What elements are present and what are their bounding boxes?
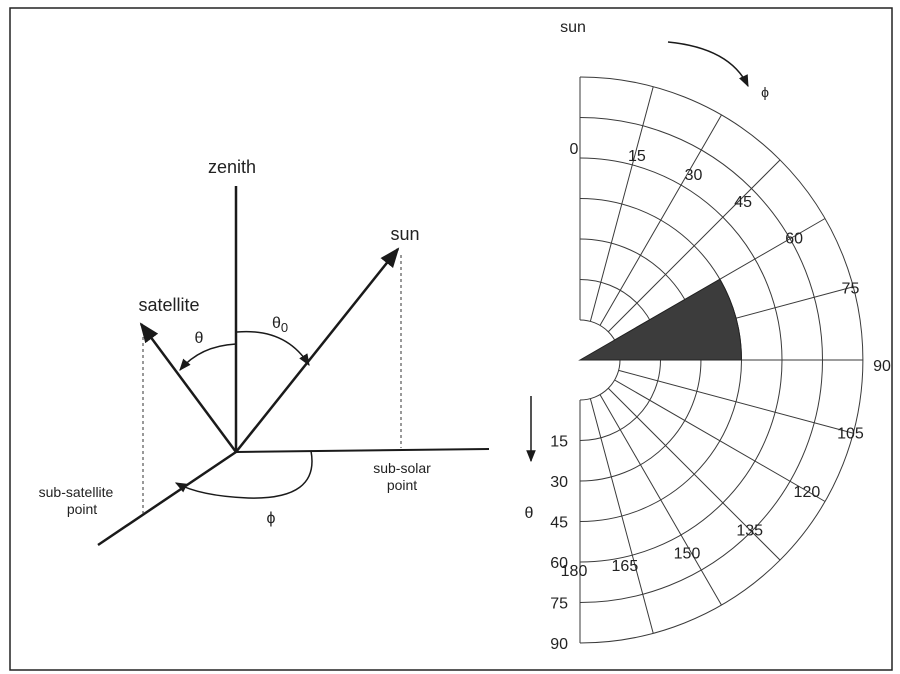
- phi-tick-60: 60: [785, 231, 803, 248]
- polar-phi-symbol: ϕ: [761, 84, 769, 100]
- theta-tick-30: 30: [550, 474, 568, 491]
- satellite-azimuth-line: [97, 450, 237, 547]
- phi-tick-0: 0: [570, 141, 579, 158]
- polar-spoke-135: [607, 387, 781, 561]
- theta0-arc: [236, 330, 310, 367]
- zenith-label: zenith: [208, 157, 256, 177]
- sub-satellite-label-1: sub-satellite: [39, 484, 114, 500]
- phi-tick-150: 150: [674, 545, 701, 562]
- phi-arc: [174, 450, 313, 499]
- phi-tick-135: 135: [736, 523, 763, 540]
- theta-arc: [179, 343, 237, 371]
- viewing-geometry-diagram: zenith sun satellite θ θ0 ϕ sub-solar po…: [39, 157, 490, 547]
- phi-tick-45: 45: [734, 194, 752, 211]
- satellite-vector: [139, 322, 238, 453]
- phi-label: ϕ: [267, 510, 276, 527]
- theta-tick-45: 45: [550, 515, 568, 532]
- theta-tick-90: 90: [550, 636, 568, 653]
- theta-tick-75: 75: [550, 596, 568, 613]
- sub-satellite-label-2: point: [67, 501, 97, 517]
- theta-tick-labels: 15 30 45 60 75 90: [550, 434, 568, 654]
- figure-border: [9, 7, 893, 671]
- phi-tick-180: 180: [561, 563, 588, 580]
- polar-spoke-165: [589, 398, 654, 634]
- phi-tick-105: 105: [837, 425, 864, 442]
- theta-tick-60: 60: [550, 555, 568, 572]
- theta-label: θ: [195, 330, 204, 347]
- theta-tick-15: 15: [550, 434, 568, 451]
- polar-spoke-30: [599, 114, 722, 326]
- sun-vector: [235, 247, 400, 453]
- polar-theta-symbol: θ: [525, 505, 534, 522]
- satellite-label: satellite: [138, 295, 199, 315]
- polar-spoke-15: [589, 86, 654, 322]
- theta0-label: θ0: [272, 315, 288, 335]
- phi-tick-15: 15: [628, 148, 646, 165]
- solar-azimuth-line: [235, 448, 490, 453]
- polar-spoke-105: [618, 369, 854, 434]
- phi-tick-120: 120: [794, 484, 821, 501]
- phi-tick-labels: 0 15 30 45 60 75 90 105 120 135 150 165 180: [561, 141, 891, 580]
- polar-spoke-150: [599, 394, 722, 606]
- polar-spoke-45: [607, 159, 781, 333]
- polar-plot: 0 15 30 45 60 75 90 105 120 135 150 165 180 15 30 45 60…: [525, 19, 891, 653]
- sub-solar-label-2: point: [387, 477, 417, 493]
- phi-direction-arrow: [667, 41, 749, 88]
- phi-tick-75: 75: [842, 281, 860, 298]
- shaded-sector: [578, 278, 743, 361]
- sub-solar-label-1: sub-solar: [373, 460, 431, 476]
- phi-tick-30: 30: [685, 167, 703, 184]
- polar-spoke-120: [614, 379, 826, 502]
- theta0-symbol: θ: [272, 315, 281, 332]
- theta0-subscript: 0: [281, 320, 288, 335]
- phi-tick-90: 90: [873, 358, 891, 375]
- polar-sun-label: sun: [560, 19, 586, 36]
- sun-label: sun: [390, 224, 419, 244]
- phi-tick-165: 165: [612, 558, 639, 575]
